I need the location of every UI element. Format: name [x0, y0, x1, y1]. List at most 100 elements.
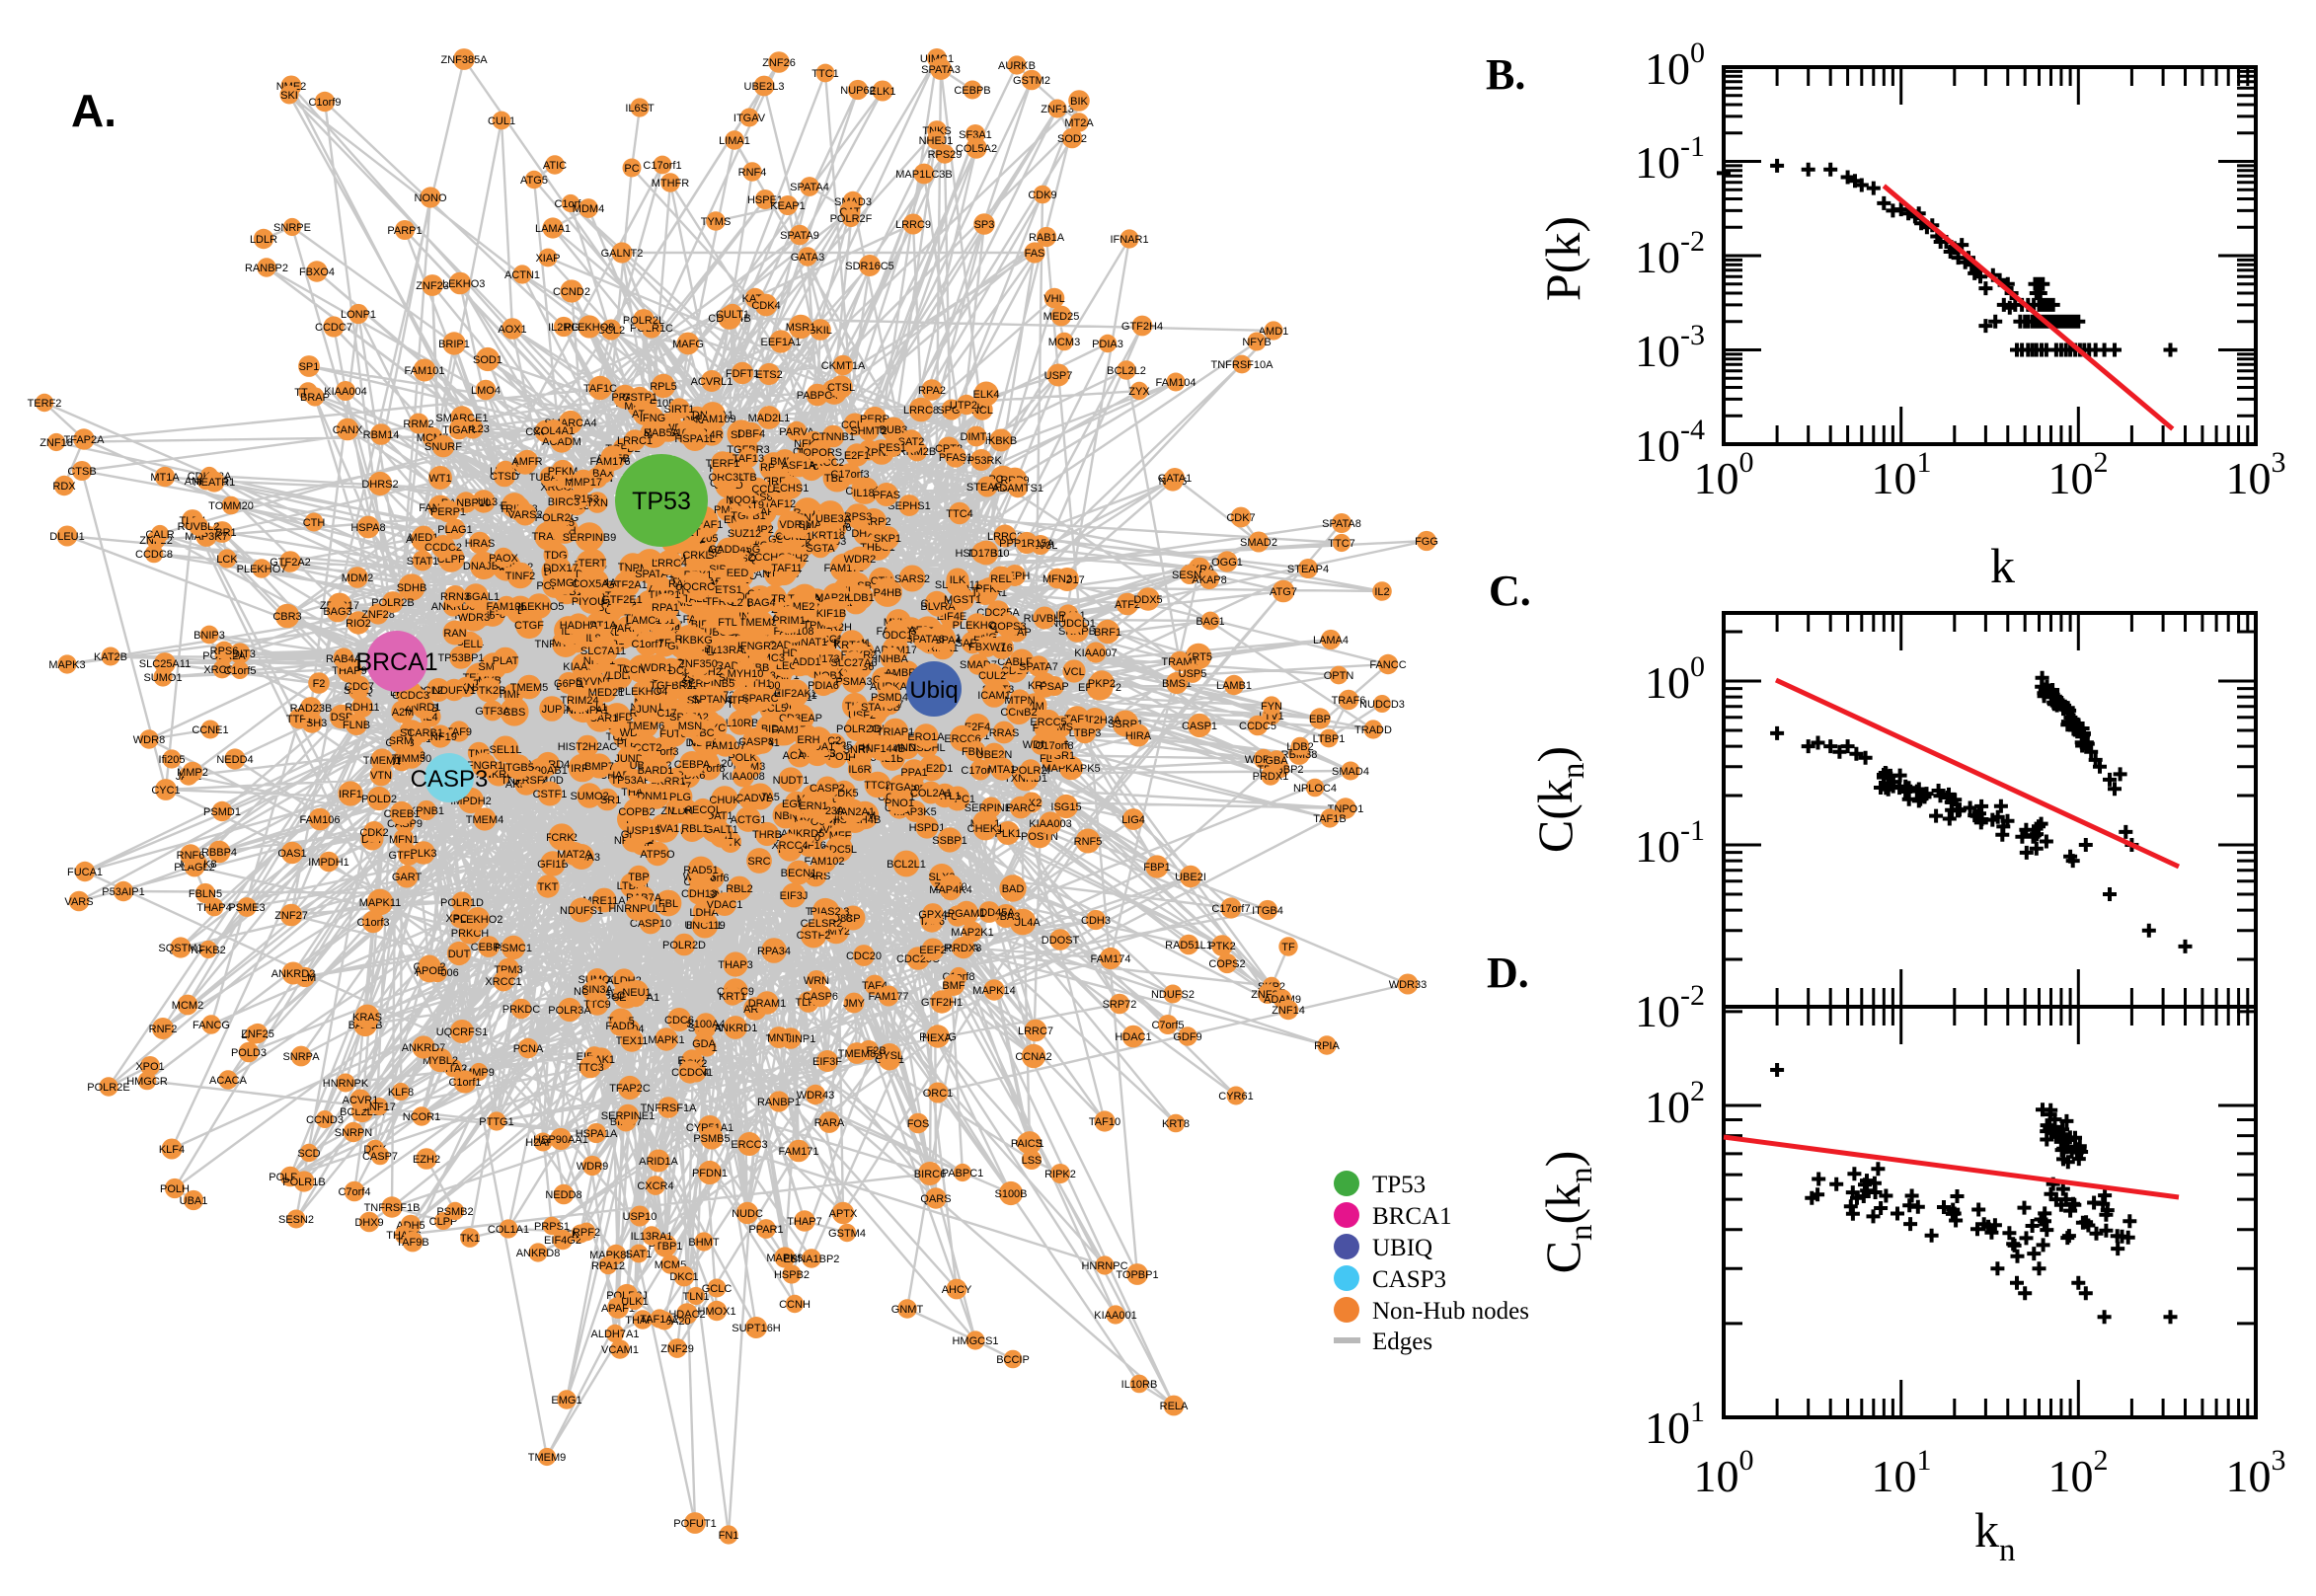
svg-text:MED21: MED21: [588, 687, 625, 699]
svg-text:MAFG: MAFG: [672, 339, 704, 350]
svg-text:IL2: IL2: [1374, 586, 1389, 598]
svg-text:TTC4: TTC4: [946, 508, 973, 520]
svg-text:EZH2: EZH2: [413, 1154, 440, 1166]
svg-text:KLF8: KLF8: [388, 1087, 414, 1099]
svg-text:CASP10: CASP10: [630, 918, 671, 930]
svg-text:FBP1: FBP1: [1143, 862, 1171, 874]
svg-text:BCL2L1: BCL2L1: [887, 859, 926, 871]
svg-text:FBXW7: FBXW7: [968, 642, 1006, 653]
svg-text:IL13RA2: IL13RA2: [708, 645, 750, 656]
svg-text:P(k): P(k): [1535, 216, 1590, 301]
svg-text:HSPB2: HSPB2: [774, 1269, 810, 1281]
svg-text:UNC119: UNC119: [684, 920, 725, 932]
svg-text:PLAT: PLAT: [493, 655, 519, 667]
svg-text:CXCR4: CXCR4: [637, 1180, 673, 1192]
svg-text:ITGAV: ITGAV: [733, 113, 766, 124]
svg-text:RAD51: RAD51: [683, 865, 718, 876]
svg-text:CHEK1: CHEK1: [967, 823, 1004, 835]
svg-text:WDR9: WDR9: [577, 1161, 608, 1173]
svg-text:CEBPB: CEBPB: [954, 85, 990, 97]
svg-text:POFUT1: POFUT1: [673, 1518, 716, 1530]
svg-text:COL2A1: COL2A1: [910, 788, 952, 799]
svg-text:GSTP1: GSTP1: [622, 392, 657, 404]
svg-text:CTSD: CTSD: [490, 471, 519, 483]
svg-text:ZNF25: ZNF25: [241, 1028, 274, 1040]
svg-text:SERPINE1: SERPINE1: [601, 1110, 655, 1122]
svg-text:WDR1: WDR1: [641, 662, 672, 674]
svg-text:BRCA1: BRCA1: [1372, 1203, 1452, 1230]
svg-text:TK1: TK1: [460, 1233, 480, 1245]
svg-text:ITGB4: ITGB4: [1252, 905, 1283, 917]
svg-text:PSMC1: PSMC1: [495, 943, 532, 954]
svg-text:POLR2C: POLR2C: [836, 723, 880, 735]
svg-text:CUL2: CUL2: [978, 670, 1006, 682]
svg-text:MAPK11: MAPK11: [359, 897, 402, 909]
svg-text:S100A4: S100A4: [686, 1019, 725, 1030]
svg-text:PTK2B: PTK2B: [472, 685, 506, 697]
svg-text:CCNE1: CCNE1: [192, 724, 228, 736]
svg-text:MAPK3: MAPK3: [48, 659, 85, 671]
svg-text:Edges: Edges: [1372, 1329, 1432, 1355]
svg-text:FAS: FAS: [1025, 248, 1045, 260]
svg-text:TMEM5: TMEM5: [510, 682, 549, 694]
svg-text:FBL: FBL: [658, 898, 678, 910]
svg-text:RANBP1: RANBP1: [757, 1097, 801, 1108]
svg-text:P53AIP1: P53AIP1: [102, 886, 144, 898]
svg-text:LRRC7: LRRC7: [1018, 1026, 1053, 1037]
svg-text:LAMB1: LAMB1: [1216, 680, 1252, 692]
svg-text:LAMA4: LAMA4: [1313, 635, 1349, 646]
svg-text:RNF5: RNF5: [1074, 836, 1103, 848]
svg-text:USP5: USP5: [1179, 668, 1207, 680]
svg-text:NDUFV1: NDUFV1: [432, 685, 476, 697]
svg-text:DIMT1: DIMT1: [961, 431, 993, 443]
svg-text:SP3: SP3: [974, 219, 995, 231]
svg-text:SDHB: SDHB: [397, 582, 427, 594]
svg-text:EIF3J: EIF3J: [780, 890, 809, 902]
svg-text:WDR2: WDR2: [844, 554, 876, 566]
svg-text:TIGAR: TIGAR: [442, 424, 476, 436]
svg-text:TAF13: TAF13: [733, 453, 764, 465]
svg-text:ORC1: ORC1: [923, 1088, 954, 1100]
svg-text:ZYX: ZYX: [1128, 386, 1150, 398]
svg-text:NFYB: NFYB: [1242, 337, 1271, 348]
svg-text:TF: TF: [1281, 942, 1295, 953]
svg-text:NDUFS2: NDUFS2: [1151, 989, 1195, 1001]
svg-text:RBL2: RBL2: [726, 883, 753, 895]
svg-text:UBIQ: UBIQ: [1372, 1235, 1432, 1261]
svg-text:D.: D.: [1487, 949, 1529, 997]
svg-text:ANKRD2: ANKRD2: [271, 968, 316, 980]
svg-text:C1orf7: C1orf7: [631, 639, 663, 650]
svg-text:CRK: CRK: [551, 832, 575, 844]
svg-text:SUMO1: SUMO1: [143, 672, 182, 684]
svg-text:MSN: MSN: [678, 721, 703, 732]
svg-text:RNF144B: RNF144B: [858, 743, 905, 755]
svg-text:NPLOC4: NPLOC4: [1293, 783, 1337, 795]
svg-text:CUL1: CUL1: [488, 115, 515, 127]
svg-text:LDB1: LDB1: [847, 592, 875, 604]
svg-text:DDX5: DDX5: [1133, 594, 1162, 606]
svg-text:ISG15: ISG15: [1050, 801, 1081, 813]
svg-text:HNRNPK: HNRNPK: [323, 1078, 369, 1090]
svg-text:SIRT1: SIRT1: [664, 404, 695, 416]
svg-text:WT1: WT1: [428, 473, 451, 485]
svg-text:XPO1: XPO1: [135, 1061, 164, 1073]
svg-text:SPATA9: SPATA9: [780, 230, 819, 242]
svg-text:KLF4: KLF4: [159, 1144, 185, 1156]
svg-text:COPS2: COPS2: [1208, 958, 1245, 970]
svg-text:CTH: CTH: [303, 517, 326, 529]
svg-text:CREB1: CREB1: [384, 808, 421, 820]
svg-text:UQCRC1: UQCRC1: [675, 581, 721, 593]
svg-text:MED25: MED25: [1043, 311, 1080, 323]
svg-text:ADAMTS1: ADAMTS1: [992, 483, 1043, 494]
svg-text:USP15: USP15: [627, 825, 661, 837]
svg-text:PSME3: PSME3: [228, 902, 265, 914]
svg-text:VLDLR: VLDLR: [600, 670, 636, 682]
svg-text:EEF1A1: EEF1A1: [761, 337, 802, 348]
svg-text:C1orf9: C1orf9: [308, 97, 341, 109]
svg-text:BRAP: BRAP: [300, 392, 330, 404]
svg-text:GTF2H1: GTF2H1: [921, 997, 963, 1009]
svg-text:FAM102: FAM102: [805, 856, 845, 868]
svg-text:ODC1: ODC1: [883, 630, 913, 642]
svg-text:LMO4: LMO4: [471, 385, 501, 397]
svg-text:SPATA8: SPATA8: [1322, 518, 1361, 530]
